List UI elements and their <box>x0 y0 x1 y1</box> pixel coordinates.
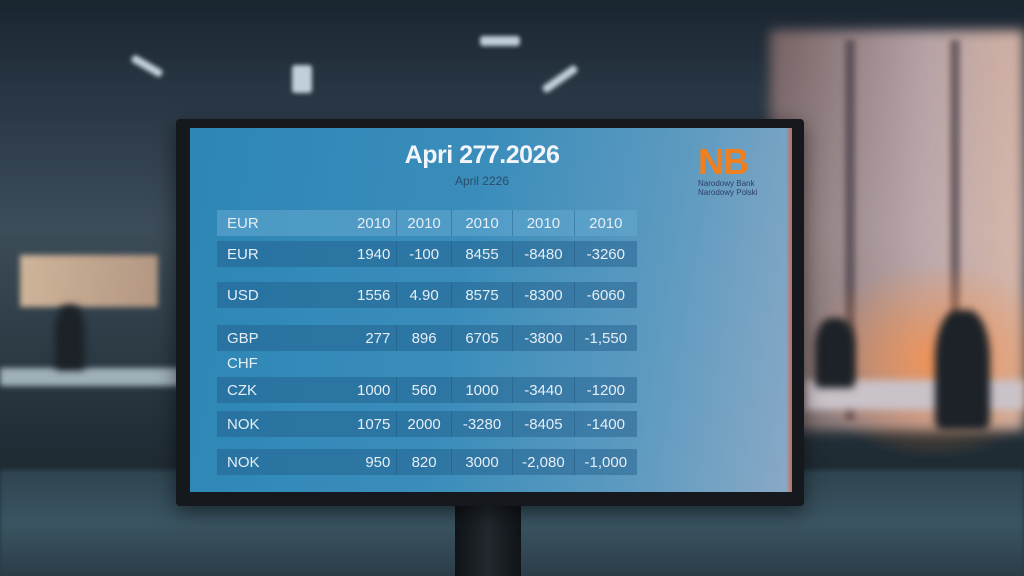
table-cell: -8405 <box>512 411 573 437</box>
table-cell: 950 <box>365 453 391 471</box>
table-cell: -1200 <box>573 377 637 403</box>
table-row: CZK 1000 560 1000 -3440 -1200 <box>217 377 637 403</box>
table-cell: -1400 <box>573 411 637 437</box>
table-header-row: EUR 2010 2010 2010 2010 2010 <box>217 210 637 236</box>
row-label: NOK <box>227 415 260 433</box>
table-cell: 1075 <box>356 415 391 433</box>
table-cell: 8455 <box>450 241 512 267</box>
table-cell: -8300 <box>512 282 573 308</box>
row-label: NOK <box>227 453 260 471</box>
ceiling-light <box>292 65 312 93</box>
ceiling-light <box>541 64 579 94</box>
table-cell: -1,550 <box>573 325 637 351</box>
table-cell: 1940 <box>356 245 391 263</box>
screen-reflection <box>786 128 792 492</box>
table-cell: 2010 <box>396 210 450 236</box>
row-label: EUR <box>227 214 259 232</box>
table-cell: 2010 <box>512 210 573 236</box>
table-cell: 1556 <box>356 286 391 304</box>
table-cell: 1000 <box>356 381 391 399</box>
row-label: USD <box>227 286 259 304</box>
table-cell: 6705 <box>450 325 512 351</box>
table-cell: 277 <box>365 329 391 347</box>
window-frame <box>950 40 960 420</box>
table-row: CHF <box>217 353 637 373</box>
monitor: Apri 277.2026 April 2226 NB Narodowy Ban… <box>176 119 804 506</box>
table-cell: 896 <box>396 325 450 351</box>
table-cell: -3800 <box>512 325 573 351</box>
table-cell: 2010 <box>450 210 512 236</box>
table-cell: -1,000 <box>573 449 637 475</box>
logo-text: Narodowy Bank <box>698 179 755 188</box>
table-row: EUR 1940 -100 8455 -8480 -3260 <box>217 241 637 267</box>
wall-panel <box>20 255 158 307</box>
logo-text: Narodowy Polski <box>698 188 758 197</box>
table-cell: 2000 <box>396 411 450 437</box>
table-cell: -8480 <box>512 241 573 267</box>
table-cell: 3000 <box>450 449 512 475</box>
row-label: CHF <box>227 354 258 372</box>
row-label: GBP <box>227 329 259 347</box>
logo-mark: NB <box>698 141 749 182</box>
table-cell: -3440 <box>512 377 573 403</box>
ceiling-light <box>130 54 164 78</box>
screen-title: Apri 277.2026 <box>404 141 560 169</box>
person <box>815 318 855 388</box>
row-label: CZK <box>227 381 257 399</box>
table-cell: -6060 <box>573 282 637 308</box>
table-cell: 1000 <box>450 377 512 403</box>
window-frame <box>845 40 855 420</box>
monitor-stand <box>455 500 521 576</box>
person <box>55 305 85 370</box>
table-cell: -3280 <box>450 411 512 437</box>
person <box>935 310 990 430</box>
table-cell: 2010 <box>356 214 391 232</box>
table-cell: 4.90 <box>396 282 450 308</box>
ceiling-light <box>480 36 520 46</box>
row-label: EUR <box>227 245 259 263</box>
desk <box>0 368 180 386</box>
table-row: NOK 1075 2000 -3280 -8405 -1400 <box>217 411 637 437</box>
table-row: GBP 277 896 6705 -3800 -1,550 <box>217 325 637 351</box>
monitor-screen: Apri 277.2026 April 2226 NB Narodowy Ban… <box>190 128 792 492</box>
table-cell: 560 <box>396 377 450 403</box>
table-row: USD 1556 4.90 8575 -8300 -6060 <box>217 282 637 308</box>
table-cell: -2,080 <box>512 449 573 475</box>
table-cell: -100 <box>396 241 450 267</box>
screen-subtitle: April 2226 <box>454 174 510 188</box>
table-row: NOK 950 820 3000 -2,080 -1,000 <box>217 449 637 475</box>
table-cell: 8575 <box>450 282 512 308</box>
table-cell: -3260 <box>573 241 637 267</box>
table-cell: 2010 <box>573 210 637 236</box>
table-cell: 820 <box>396 449 450 475</box>
bank-logo: NB Narodowy Bank Narodowy Polski <box>698 141 788 197</box>
